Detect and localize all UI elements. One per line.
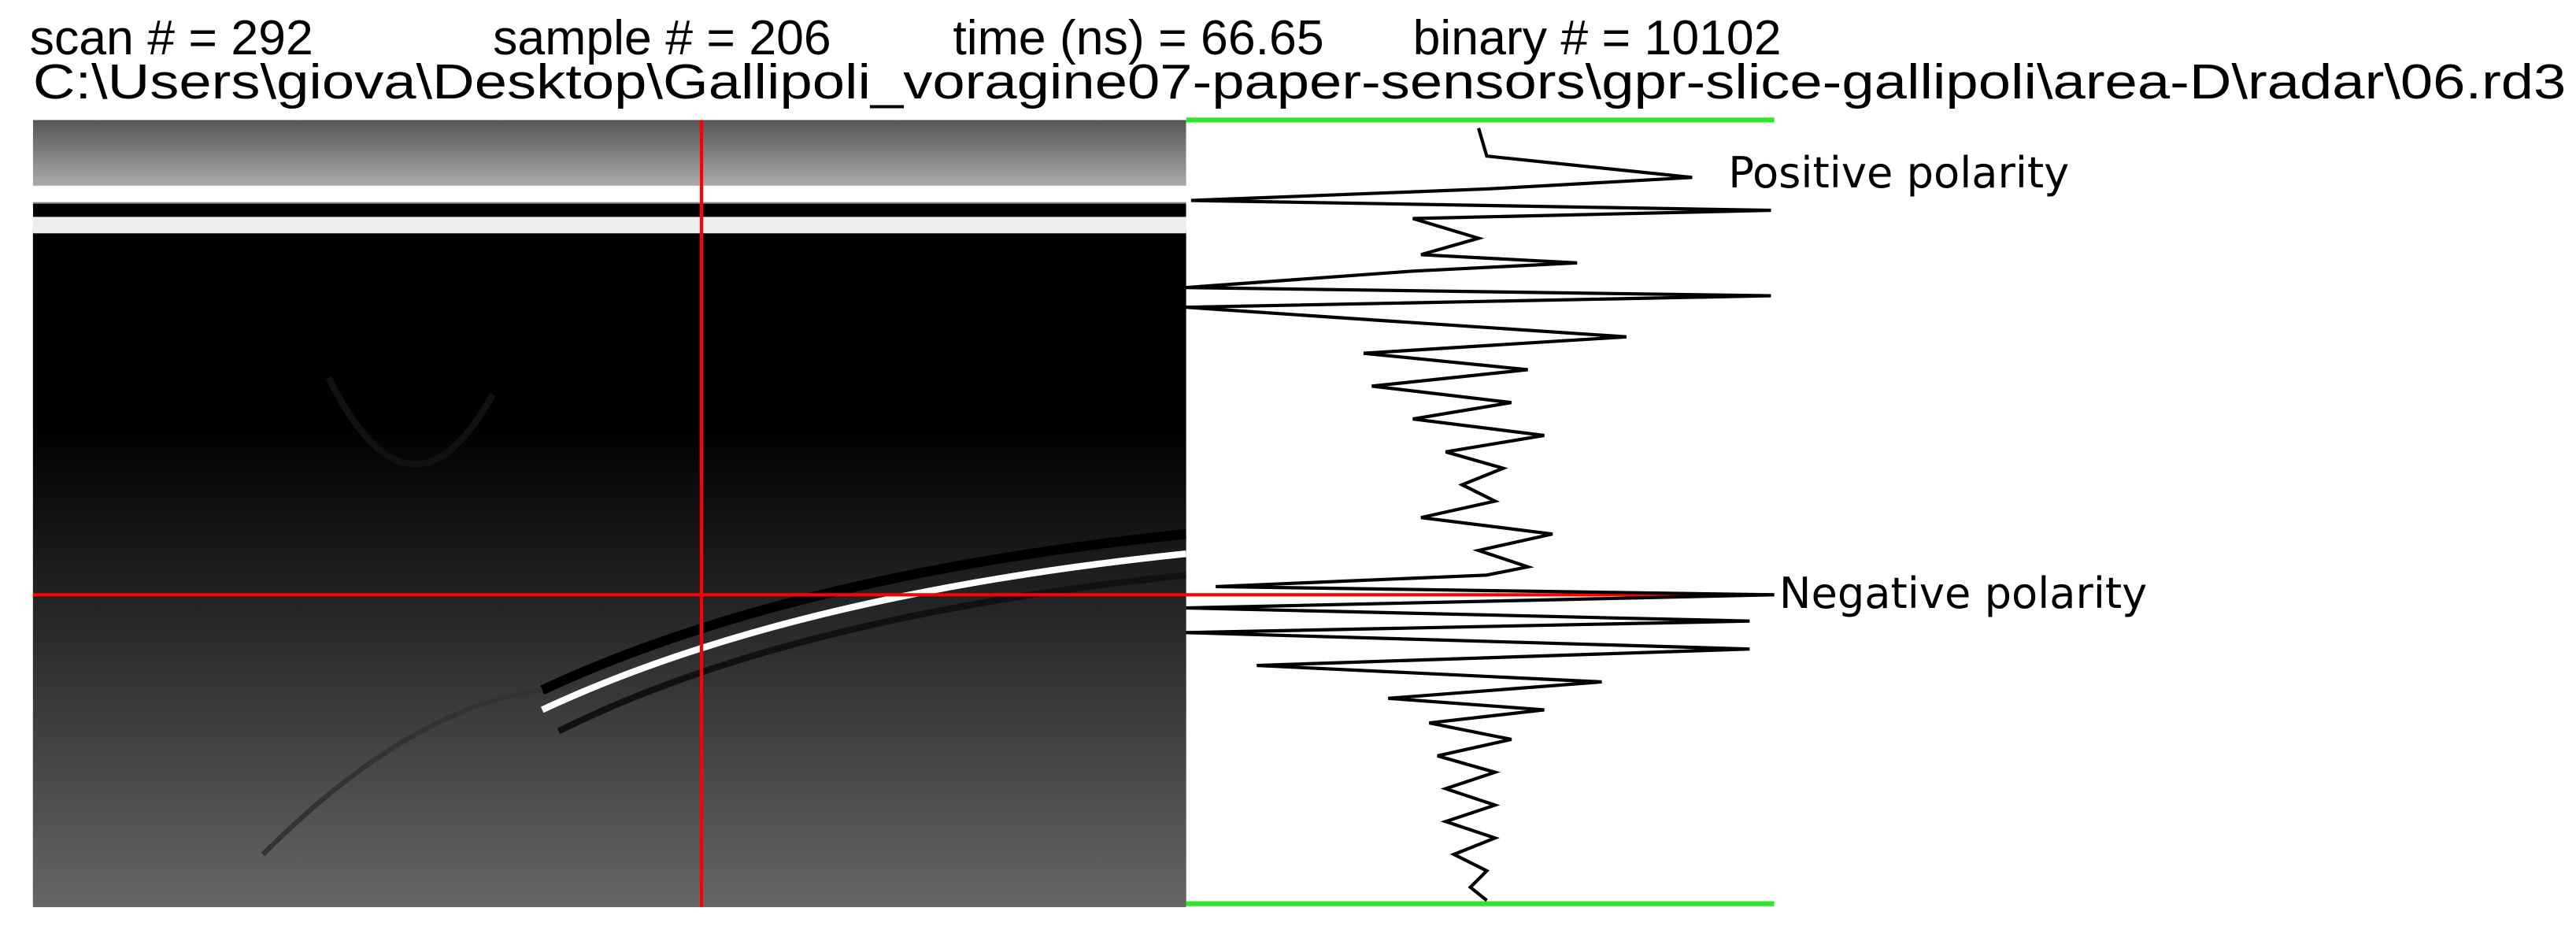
positive-polarity-label: Positive polarity: [1728, 148, 2069, 198]
trace-waveform: [1186, 128, 1775, 902]
binary-label: binary # = 10102: [1413, 10, 1782, 65]
radargram: [32, 120, 1186, 907]
negative-polarity-label: Negative polarity: [1779, 569, 2147, 618]
file-path: C:\Users\giova\Desktop\Gallipoli_voragin…: [33, 54, 2566, 109]
scan-label: scan # = 292: [30, 10, 313, 65]
time-label: time (ns) = 66.65: [953, 10, 1323, 65]
sample-label: sample # = 206: [493, 10, 831, 65]
